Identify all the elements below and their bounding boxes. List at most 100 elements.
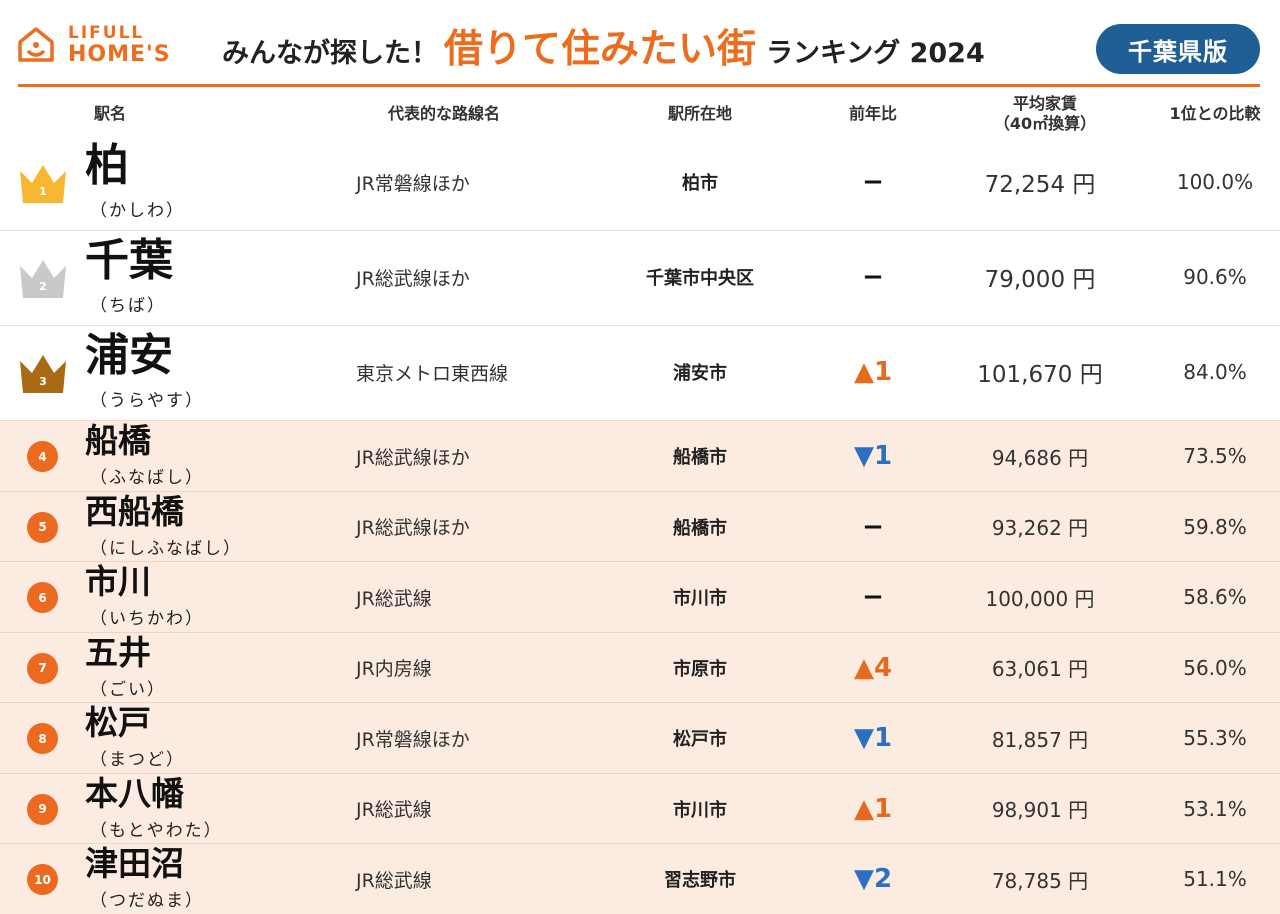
ratio-to-first: 59.8% — [1183, 514, 1247, 539]
line-name: JR総武線ほか — [356, 267, 470, 290]
ratio-to-first: 58.6% — [1183, 585, 1247, 610]
station-location: 千葉市中央区 — [646, 268, 754, 289]
table-row: 7 五井 （ごい） JR内房線 市原市 ▲4 63,061 円 56.0% — [0, 631, 1280, 702]
station-reading: （まつど） — [90, 750, 185, 770]
line-name: JR総武線ほか — [356, 446, 470, 469]
yoy-change: − — [862, 167, 884, 197]
station-location: 浦安市 — [673, 363, 727, 384]
line-name: JR常磐線ほか — [356, 172, 470, 195]
line-name: JR内房線 — [356, 658, 432, 681]
average-rent: 98,901 円 — [991, 798, 1089, 823]
station-name: 津田沼 — [85, 844, 184, 883]
crown-icon: 3 — [18, 353, 68, 395]
header: LIFULL HOME'S みんなが探した！ 借りて住みたい街 ランキング 20… — [0, 0, 1280, 87]
station-name: 西船橋 — [85, 491, 184, 531]
line-name: JR常磐線ほか — [356, 728, 470, 751]
region-badge: 千葉県版 — [1096, 24, 1260, 74]
column-header-rent-line1: 平均家賃 — [1012, 94, 1077, 113]
station-name: 本八幡 — [85, 773, 184, 813]
column-header-station: 駅名 — [93, 104, 126, 123]
yoy-change: ▲4 — [853, 652, 893, 683]
rank-number: 1 — [39, 184, 47, 198]
average-rent: 101,670 円 — [977, 362, 1103, 388]
station-reading: （ごい） — [90, 679, 166, 700]
table-row: 6 市川 （いちかわ） JR総武線 市川市 − 100,000 円 58.6% — [0, 561, 1280, 632]
table-row: 9 本八幡 （もとやわた） JR総武線 市川市 ▲1 98,901 円 53.1% — [0, 772, 1280, 843]
line-name: JR総武線ほか — [356, 517, 470, 540]
ratio-to-first: 53.1% — [1183, 796, 1247, 821]
station-name: 千葉 — [85, 235, 173, 286]
rank-badge: 5 — [27, 511, 58, 543]
rank-badge: 4 — [27, 441, 58, 473]
ratio-to-first: 84.0% — [1183, 360, 1247, 384]
average-rent: 79,000 円 — [984, 267, 1096, 293]
table-row: 3 浦安 （うらやす） 東京メトロ東西線 浦安市 ▲1 101,670 円 84.0% — [0, 326, 1280, 421]
table-row: 5 西船橋 （にしふなばし） JR総武線ほか 船橋市 − 93,262 円 59.8% — [0, 490, 1280, 561]
yoy-change: − — [862, 511, 884, 542]
yoy-change: ▼2 — [853, 864, 893, 895]
station-location: 柏市 — [682, 173, 718, 194]
ratio-to-first: 56.0% — [1183, 655, 1247, 680]
column-header-yoy: 前年比 — [848, 104, 897, 123]
rank-number: 2 — [39, 279, 47, 293]
average-rent: 94,686 円 — [991, 445, 1089, 470]
line-name: 東京メトロ東西線 — [356, 362, 509, 385]
column-header-ratio: 1位との比較 — [1169, 104, 1261, 123]
page-title: みんなが探した！ 借りて住みたい街 ランキング 2024 — [222, 18, 985, 72]
station-reading: （もとやわた） — [90, 820, 223, 841]
average-rent: 81,857 円 — [991, 727, 1089, 752]
logo-text-bottom: HOME'S — [68, 42, 171, 67]
title-prefix: みんなが探した！ — [222, 38, 438, 69]
station-reading: （ふなばし） — [90, 468, 204, 488]
lifull-homes-logo[interactable]: LIFULL HOME'S — [16, 20, 191, 68]
station-location: 市川市 — [673, 799, 727, 821]
yoy-change: ▼1 — [853, 723, 893, 754]
average-rent: 93,262 円 — [991, 516, 1089, 541]
crown-icon: 1 — [18, 163, 68, 205]
station-location: 船橋市 — [673, 517, 727, 539]
title-suffix: ランキング 2024 — [766, 38, 985, 69]
rank-badge: 10 — [27, 864, 58, 896]
yoy-change: ▲1 — [853, 357, 893, 387]
rank-badge: 7 — [27, 652, 58, 684]
crown-icon: 2 — [18, 258, 68, 300]
station-name: 市川 — [85, 562, 151, 601]
yoy-change: ▼1 — [853, 441, 893, 472]
station-name: 船橋 — [85, 421, 151, 460]
rank-badge: 8 — [27, 723, 58, 755]
station-location: 船橋市 — [673, 447, 727, 469]
yoy-change: − — [862, 262, 884, 292]
ratio-to-first: 100.0% — [1176, 170, 1254, 194]
yoy-change: ▲1 — [853, 793, 893, 824]
station-reading: （にしふなばし） — [90, 538, 242, 559]
station-name: 柏 — [85, 140, 129, 191]
average-rent: 100,000 円 — [985, 586, 1095, 611]
station-reading: （いちかわ） — [90, 609, 204, 629]
ratio-to-first: 73.5% — [1183, 444, 1247, 469]
column-header-line: 代表的な路線名 — [387, 104, 500, 123]
column-header-rent: 平均家賃 （40㎡換算） — [960, 92, 1130, 136]
yoy-change: − — [862, 582, 884, 613]
station-name: 五井 — [85, 632, 151, 672]
station-reading: （かしわ） — [90, 201, 185, 221]
average-rent: 78,785 円 — [991, 868, 1089, 893]
table-row: 10 津田沼 （つだぬま） JR総武線 習志野市 ▼2 78,785 円 51.1% — [0, 843, 1280, 914]
station-reading: （うらやす） — [90, 391, 204, 411]
ratio-to-first: 51.1% — [1183, 867, 1247, 892]
ratio-to-first: 90.6% — [1183, 265, 1247, 289]
column-header-location: 駅所在地 — [667, 104, 732, 123]
station-reading: （ちば） — [90, 296, 166, 316]
rank-number: 3 — [39, 374, 47, 388]
column-header-rent-line2: （40㎡換算） — [993, 114, 1097, 133]
station-name: 松戸 — [85, 703, 151, 742]
rank-badge: 9 — [27, 793, 58, 825]
logo-text-top: LIFULL — [68, 23, 145, 43]
average-rent: 63,061 円 — [991, 657, 1089, 682]
rank-badge: 6 — [27, 582, 58, 614]
station-location: 市原市 — [673, 658, 727, 680]
header-divider — [18, 84, 1260, 87]
station-location: 松戸市 — [673, 729, 727, 751]
title-main: 借りて住みたい街 — [444, 27, 757, 72]
house-icon — [18, 27, 54, 62]
table-row: 1 柏 （かしわ） JR常磐線ほか 柏市 − 72,254 円 100.0% — [0, 136, 1280, 231]
